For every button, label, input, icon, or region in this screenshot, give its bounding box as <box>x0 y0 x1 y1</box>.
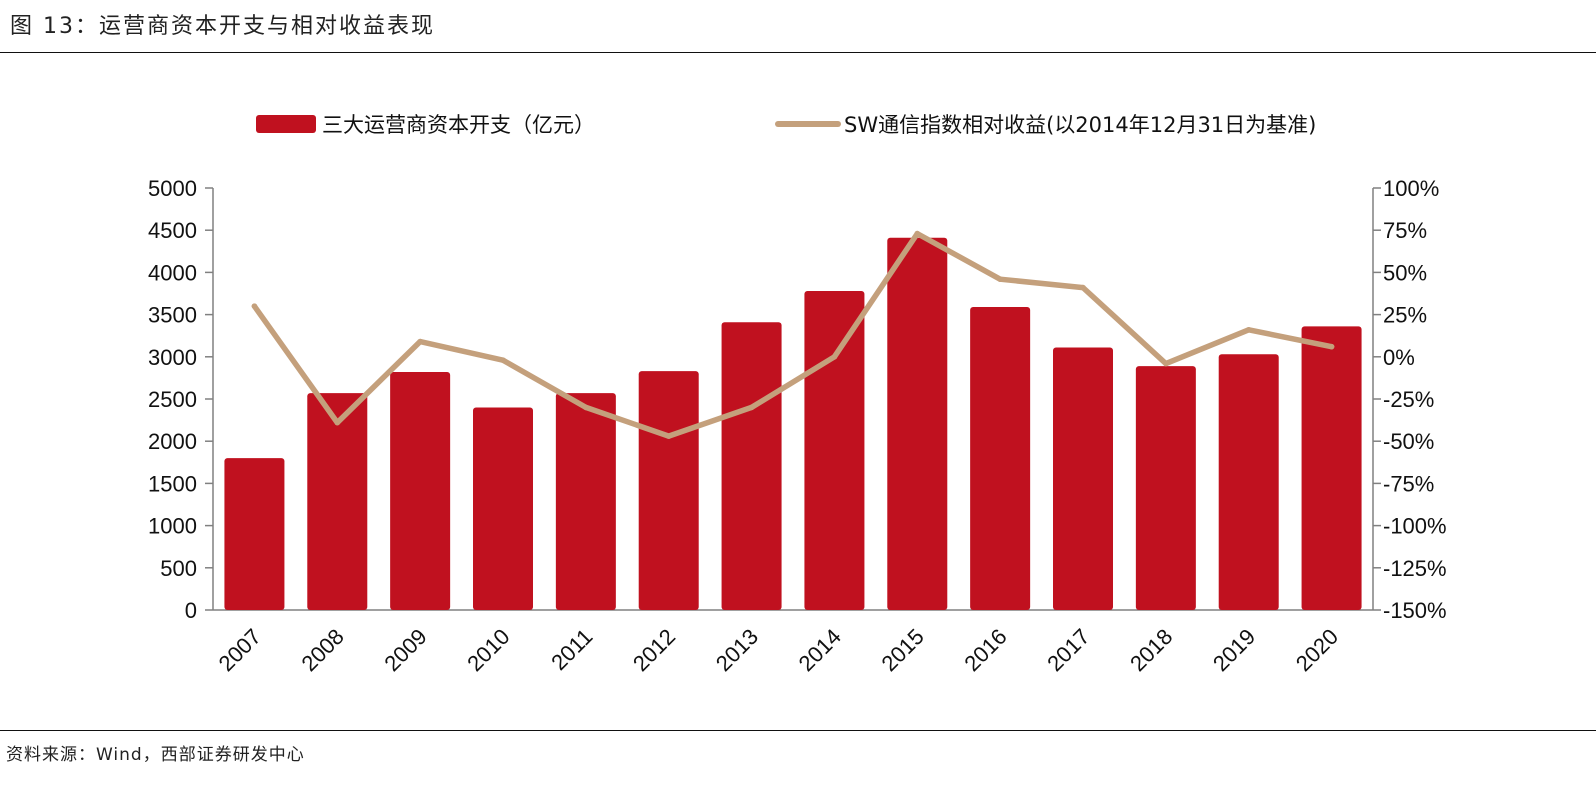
right-tick-label: 75% <box>1383 218 1427 243</box>
line-point-2016 <box>997 276 1003 282</box>
bar-2018 <box>1135 366 1196 610</box>
right-tick-label: -50% <box>1383 429 1434 454</box>
left-tick-label: 4500 <box>148 218 197 243</box>
bar-2007 <box>224 458 285 610</box>
right-tick-label: 0% <box>1383 345 1415 370</box>
line-point-2011 <box>583 404 589 411</box>
left-tick-label: 4000 <box>148 260 197 285</box>
legend-label-relative-return: SW通信指数相对收益(以2014年12月31日为基准) <box>844 113 1316 137</box>
x-tick-label: 2015 <box>877 624 929 676</box>
bar-2015 <box>887 237 948 610</box>
left-tick-label: 5000 <box>148 176 197 201</box>
chart-axes <box>205 187 1381 611</box>
left-tick-label: 3500 <box>148 303 197 328</box>
left-tick-label: 1500 <box>148 471 197 496</box>
legend-label-capex: 三大运营商资本开支（亿元） <box>322 113 595 137</box>
x-tick-label: 2019 <box>1208 624 1260 676</box>
x-tick-label: 2010 <box>462 624 514 676</box>
x-tick-label: 2018 <box>1125 624 1177 676</box>
figure-title: 图 13：运营商资本开支与相对收益表现 <box>10 14 435 39</box>
bar-2019 <box>1218 354 1279 610</box>
right-tick-label: -75% <box>1383 471 1434 496</box>
bar-2013 <box>721 322 782 610</box>
line-point-2020 <box>1328 343 1335 350</box>
source-note: 资料来源：Wind，西部证券研发中心 <box>6 745 305 765</box>
relative-return-line <box>251 230 1335 439</box>
x-tick-label: 2009 <box>379 624 431 676</box>
bar-2009 <box>390 371 451 610</box>
right-tick-label: -125% <box>1383 556 1447 581</box>
bar-2012 <box>638 371 699 610</box>
left-tick-label: 500 <box>160 556 197 581</box>
line-point-2012 <box>665 433 672 439</box>
x-tick-label: 2008 <box>297 624 349 676</box>
x-tick-label: 2016 <box>959 624 1011 676</box>
chart-legend: 三大运营商资本开支（亿元） SW通信指数相对收益(以2014年12月31日为基准… <box>256 113 1316 137</box>
bar-2008 <box>307 393 368 610</box>
line-point-2010 <box>500 357 506 363</box>
left-tick-label: 0 <box>185 598 197 623</box>
right-tick-label: -150% <box>1383 598 1447 623</box>
line-point-2013 <box>748 404 755 411</box>
right-tick-label: 100% <box>1383 176 1439 201</box>
bar-2011 <box>555 393 616 610</box>
right-tick-label: -25% <box>1383 387 1434 412</box>
x-tick-label: 2012 <box>628 624 680 676</box>
bar-2016 <box>970 307 1031 610</box>
bottom-divider <box>0 730 1596 731</box>
line-point-2014 <box>831 354 838 360</box>
right-tick-label: 50% <box>1383 260 1427 285</box>
line-point-2019 <box>1245 326 1252 333</box>
line-point-2009 <box>417 338 423 345</box>
line-series <box>251 230 1335 439</box>
x-tick-label: 2011 <box>546 624 597 675</box>
x-tick-label: 2017 <box>1042 624 1094 676</box>
right-tick-label: 25% <box>1383 303 1427 328</box>
bar-2010 <box>473 407 533 610</box>
bar-2014 <box>804 290 865 610</box>
bar-2017 <box>1053 347 1113 610</box>
legend-swatch-capex <box>256 115 316 133</box>
line-point-2007 <box>251 303 258 309</box>
x-tick-label: 2014 <box>794 624 846 676</box>
x-tick-label: 2020 <box>1291 624 1343 676</box>
left-tick-label: 3000 <box>148 345 197 370</box>
right-tick-label: -100% <box>1383 514 1447 539</box>
bar-2020 <box>1301 326 1362 610</box>
combo-chart: 三大运营商资本开支（亿元） SW通信指数相对收益(以2014年12月31日为基准… <box>148 113 1447 676</box>
bar-series <box>224 237 1362 610</box>
line-point-2018 <box>1163 360 1169 367</box>
line-point-2017 <box>1080 284 1086 291</box>
line-point-2008 <box>334 419 341 426</box>
left-tick-label: 2500 <box>148 387 197 412</box>
left-tick-label: 1000 <box>148 514 197 539</box>
top-divider <box>0 52 1596 53</box>
left-tick-label: 2000 <box>148 429 197 454</box>
line-point-2015 <box>914 230 921 237</box>
x-tick-label: 2007 <box>214 624 266 676</box>
x-tick-label: 2013 <box>711 624 763 676</box>
